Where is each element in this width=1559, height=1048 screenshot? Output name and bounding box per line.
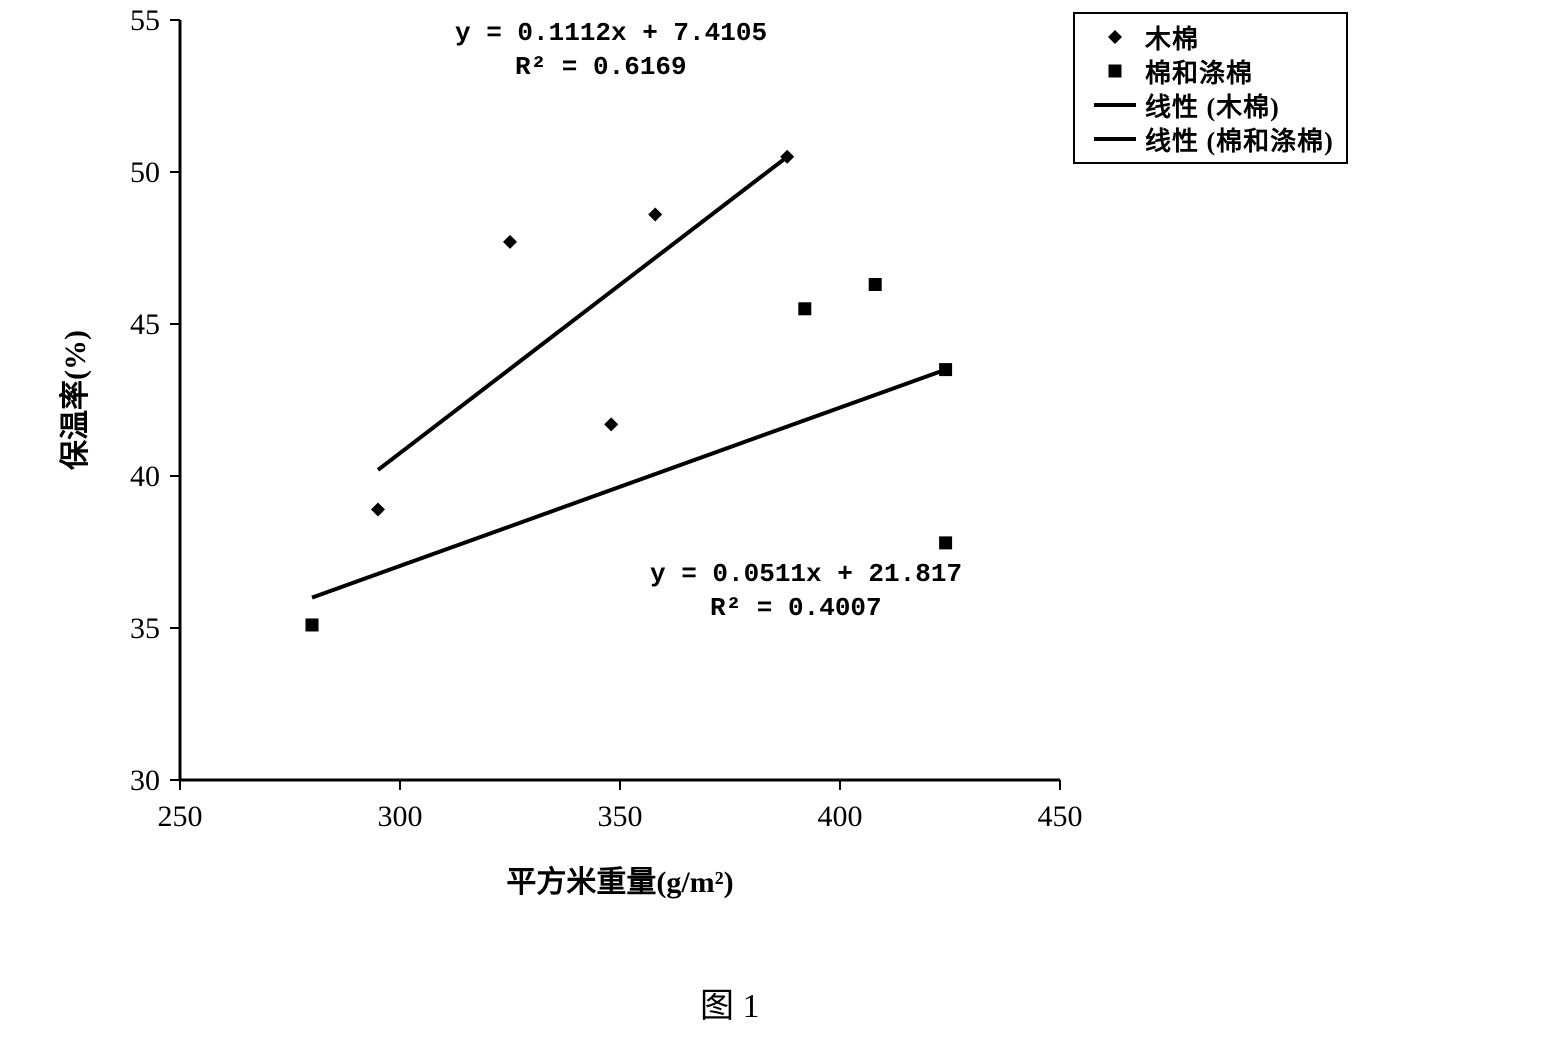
legend-line-icon <box>1085 124 1145 154</box>
caption-text: 图 1 <box>700 988 760 1025</box>
legend-item-trend-mianhedimian: 线性 (棉和涤棉) <box>1085 122 1334 156</box>
legend-label: 线性 (木棉) <box>1145 87 1280 124</box>
marker-mianhedimian <box>869 278 882 291</box>
legend-label: 木棉 <box>1145 19 1199 56</box>
marker-mianhedimian <box>798 302 811 315</box>
x-tick-label: 400 <box>818 800 863 833</box>
y-tick-label: 45 <box>130 308 160 341</box>
marker-mumian <box>648 208 662 222</box>
legend-item-trend-mumian: 线性 (木棉) <box>1085 88 1334 122</box>
figure-caption: 图 1 <box>700 978 760 1027</box>
x-tick-label: 300 <box>378 800 423 833</box>
trend-mumian <box>378 157 787 470</box>
marker-mianhedimian <box>939 536 952 549</box>
y-tick-label: 40 <box>130 460 160 493</box>
x-axis-label: 平方米重量(g/m²) <box>506 865 733 899</box>
y-axis-label: 保温率(%) <box>59 330 92 470</box>
legend-item-mumian: 木棉 <box>1085 20 1334 54</box>
legend-item-mianhedimian: 棉和涤棉 <box>1085 54 1334 88</box>
y-tick-label: 35 <box>130 612 160 645</box>
x-tick-label: 250 <box>158 800 203 833</box>
y-tick-label: 55 <box>130 4 160 37</box>
legend: 木棉棉和涤棉线性 (木棉)线性 (棉和涤棉) <box>1073 12 1348 164</box>
x-tick-label: 450 <box>1038 800 1083 833</box>
x-tick-label: 350 <box>598 800 643 833</box>
marker-mumian <box>604 417 618 431</box>
trend-mumian-eq1: y = 0.1112x + 7.4105 <box>455 18 767 48</box>
legend-line-icon <box>1085 90 1145 120</box>
legend-marker-icon <box>1085 56 1145 86</box>
y-tick-label: 30 <box>130 764 160 797</box>
marker-mianhedimian <box>306 618 319 631</box>
trend-mianhedimian-eq1: y = 0.0511x + 21.817 <box>650 559 962 589</box>
chart-container: 250 300 350 400 450 30 35 40 45 50 55 平方米重量(g/m²) 保温… <box>0 0 1559 1048</box>
marker-mumian <box>371 502 385 516</box>
legend-label: 线性 (棉和涤棉) <box>1145 121 1334 158</box>
legend-label: 棉和涤棉 <box>1145 53 1253 90</box>
marker-mianhedimian <box>939 363 952 376</box>
trend-mianhedimian-eq2: R² = 0.4007 <box>710 593 882 623</box>
marker-mumian <box>503 235 517 249</box>
y-tick-label: 50 <box>130 156 160 189</box>
trend-mumian-eq2: R² = 0.6169 <box>515 52 687 82</box>
legend-marker-icon <box>1085 22 1145 52</box>
